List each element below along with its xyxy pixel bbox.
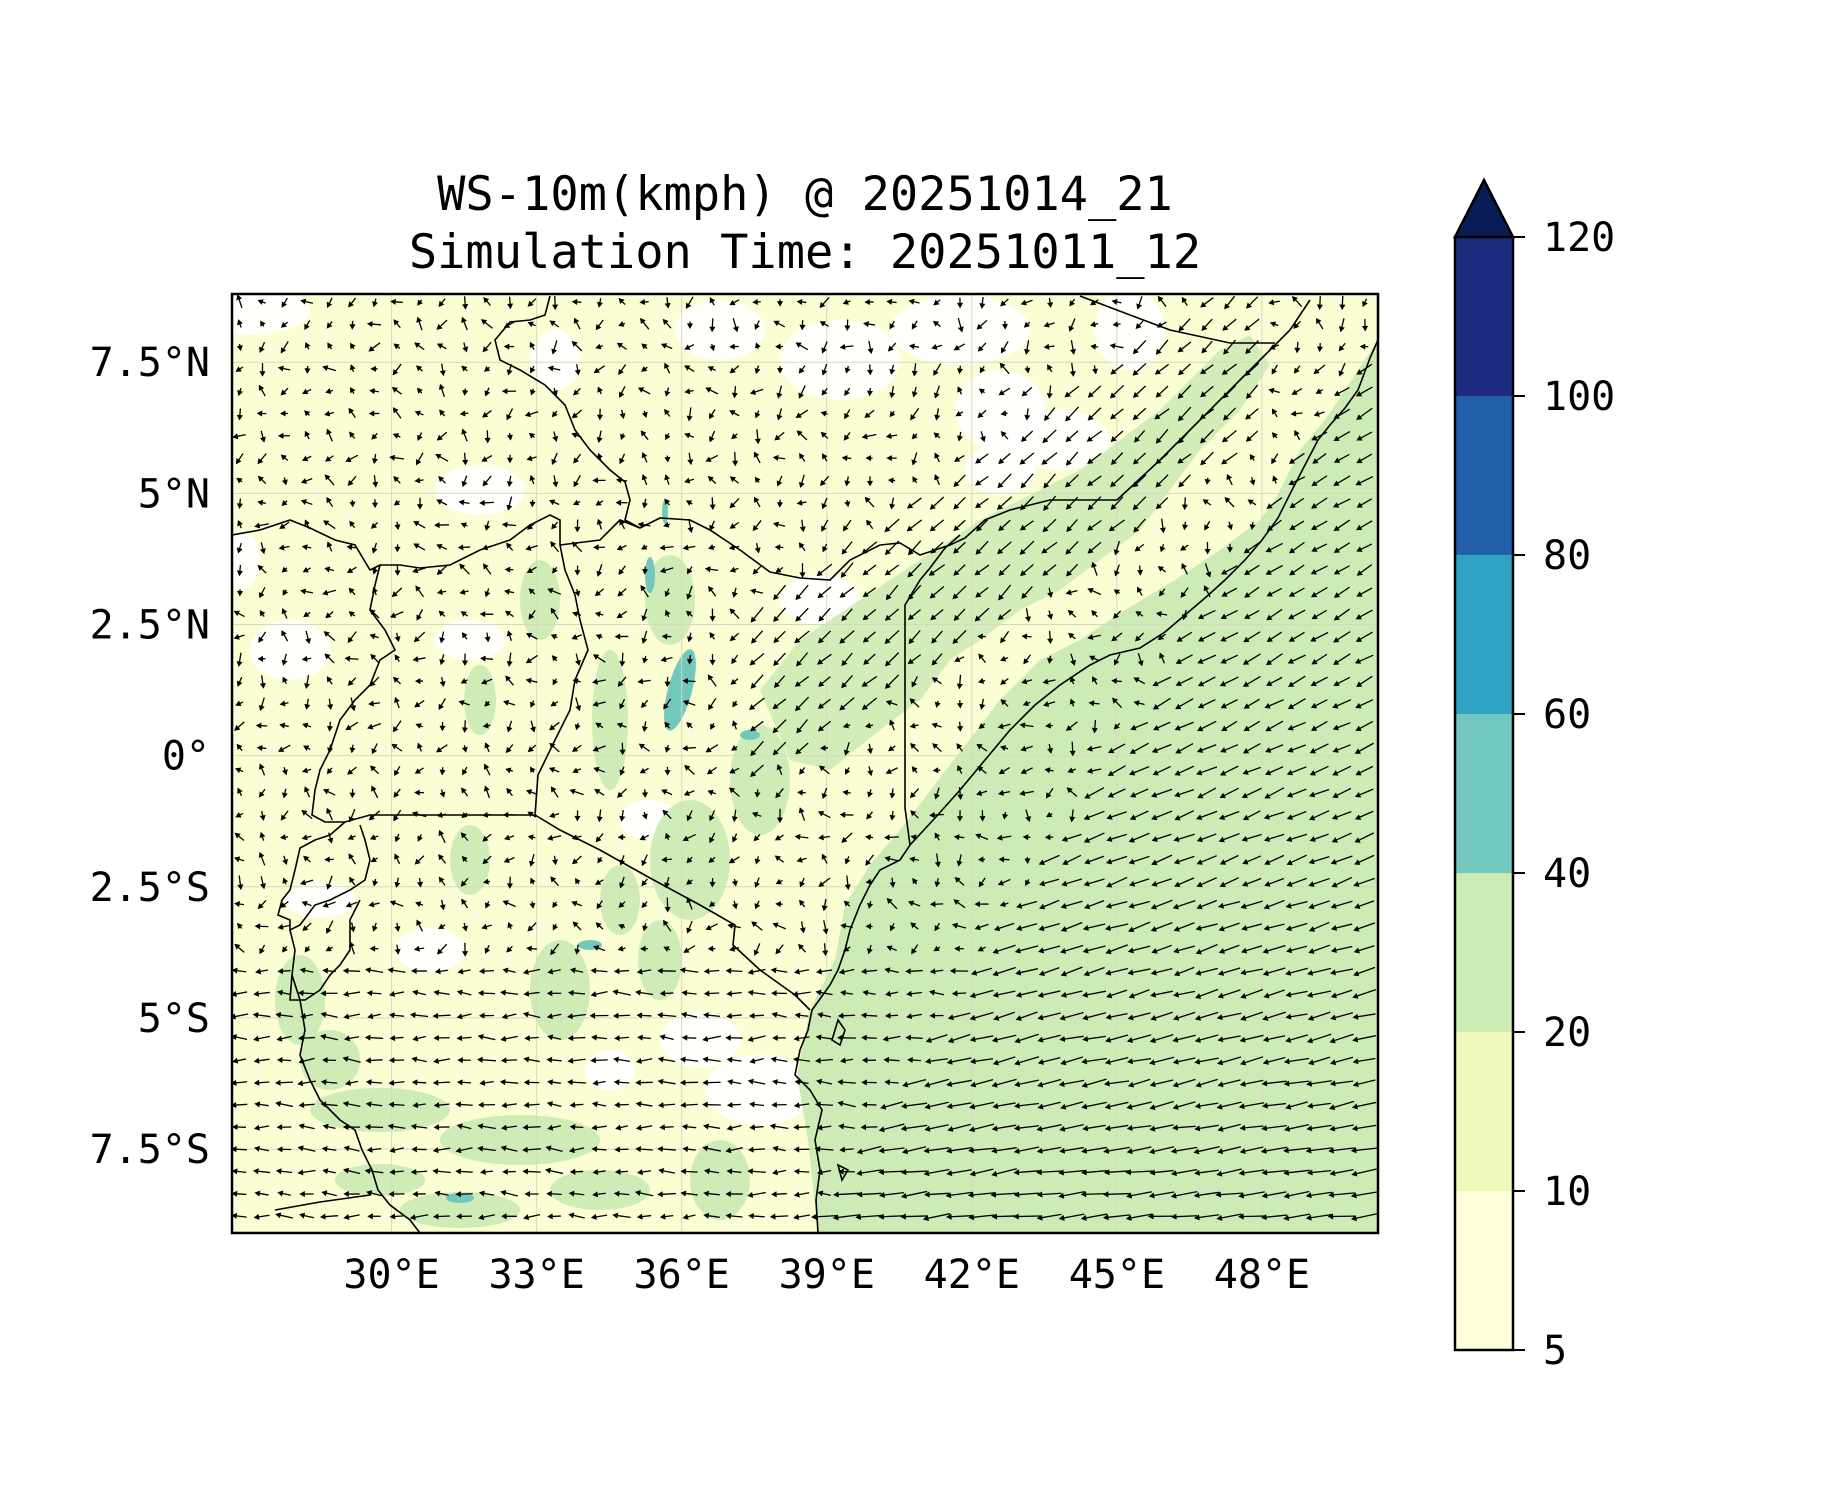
colorbar-tick-label: 40 xyxy=(1543,851,1591,897)
calm-patch xyxy=(250,620,330,680)
map-panel xyxy=(190,285,1378,1233)
y-tick-label: 7.5°N xyxy=(90,340,210,386)
colorbar-tick-label: 100 xyxy=(1543,374,1615,420)
calm-patch xyxy=(435,465,525,515)
strong-wind-patch xyxy=(662,500,668,524)
map-title-line1: WS-10m(kmph) @ 20251014_21 xyxy=(437,167,1173,222)
calm-patch xyxy=(675,300,765,360)
strong-wind-patch xyxy=(740,730,760,740)
calm-patch xyxy=(285,882,355,918)
colorbar-tick-label: 60 xyxy=(1543,692,1591,738)
colorbar-bin xyxy=(1455,237,1513,396)
wind-streak xyxy=(464,665,496,735)
colorbar-tick-label: 10 xyxy=(1543,1169,1591,1215)
colorbar-bin xyxy=(1455,714,1513,873)
x-tick-label: 45°E xyxy=(1069,1252,1165,1298)
calm-patch xyxy=(220,530,260,590)
calm-patch xyxy=(965,445,1035,495)
x-tick-label: 42°E xyxy=(924,1252,1020,1298)
calm-patch xyxy=(780,320,900,400)
y-tick-label: 5°S xyxy=(138,996,210,1042)
colorbar-bin xyxy=(1455,1191,1513,1350)
wind-streak xyxy=(690,1140,750,1220)
colorbar-bin xyxy=(1455,555,1513,714)
colorbar-bin xyxy=(1455,396,1513,555)
wind-streak xyxy=(530,940,590,1040)
y-tick-label: 2.5°S xyxy=(90,865,210,911)
colorbar-tick-label: 120 xyxy=(1543,215,1615,261)
y-tick-label: 0° xyxy=(162,734,210,780)
wind-streak xyxy=(638,920,682,1000)
calm-patch xyxy=(190,285,310,335)
strong-wind-patch xyxy=(645,557,655,593)
y-tick-label: 5°N xyxy=(138,471,210,517)
x-tick-label: 33°E xyxy=(488,1252,584,1298)
x-tick-label: 30°E xyxy=(343,1252,439,1298)
y-tick-label: 7.5°S xyxy=(90,1127,210,1173)
wind-streak xyxy=(440,1115,600,1165)
calm-patch xyxy=(585,1050,635,1090)
calm-patch xyxy=(1095,290,1165,370)
colorbar-bin xyxy=(1455,873,1513,1032)
calm-patch xyxy=(435,620,505,660)
colorbar-bin xyxy=(1455,1032,1513,1191)
colorbar-extend-arrow xyxy=(1455,180,1513,237)
colorbar-tick-label: 20 xyxy=(1543,1010,1591,1056)
x-tick-label: 36°E xyxy=(634,1252,730,1298)
x-tick-label: 39°E xyxy=(779,1252,875,1298)
colorbar-tick-label: 5 xyxy=(1543,1328,1567,1374)
calm-patch xyxy=(705,1055,815,1125)
wind-streak xyxy=(550,1170,650,1210)
colorbar: 5 10 20 40 60 80 100 120 xyxy=(1455,180,1615,1374)
map-title-line2: Simulation Time: 20251011_12 xyxy=(409,225,1201,280)
colorbar-tick-label: 80 xyxy=(1543,533,1591,579)
y-tick-label: 2.5°N xyxy=(90,602,210,648)
calm-patch xyxy=(395,928,465,972)
x-tick-label: 48°E xyxy=(1214,1252,1310,1298)
